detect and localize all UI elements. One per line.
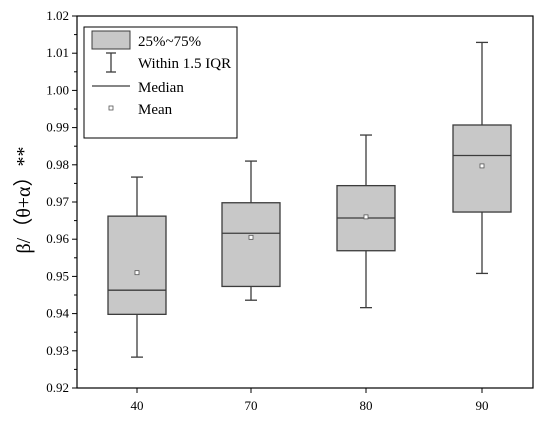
y-tick-label: 0.98 bbox=[46, 157, 69, 172]
legend-label-whisker: Within 1.5 IQR bbox=[138, 56, 231, 72]
y-tick-label: 1.02 bbox=[46, 8, 69, 23]
iqr-box bbox=[452, 124, 512, 213]
y-tick-label: 0.94 bbox=[46, 306, 69, 321]
legend-swatch-box bbox=[91, 30, 131, 50]
y-tick-label: 0.99 bbox=[46, 120, 69, 135]
mean-marker bbox=[134, 270, 140, 276]
box-80 bbox=[336, 134, 396, 309]
y-tick-label: 1.01 bbox=[46, 45, 69, 60]
x-tick-label: 40 bbox=[131, 398, 144, 413]
box-40 bbox=[107, 176, 167, 358]
box-series bbox=[107, 41, 512, 358]
mean-marker bbox=[479, 163, 485, 169]
x-tick-label: 80 bbox=[360, 398, 373, 413]
box-90 bbox=[452, 41, 512, 275]
y-tick-label: 0.96 bbox=[46, 231, 69, 246]
legend-label-median: Median bbox=[138, 80, 184, 96]
x-tick-label: 70 bbox=[245, 398, 258, 413]
iqr-box bbox=[107, 215, 167, 315]
y-tick-label: 0.92 bbox=[46, 380, 69, 395]
axes: 0.92 0.93 0.94 0.95 0.96 0.97 0.98 0.99 1.00 1.01… bbox=[46, 8, 534, 413]
iqr-box bbox=[221, 202, 281, 288]
legend-label-box: 25%~75% bbox=[138, 34, 201, 50]
x-tick-label: 90 bbox=[476, 398, 489, 413]
legend-frame bbox=[83, 26, 238, 139]
y-tick-label: 0.97 bbox=[46, 194, 69, 209]
legend-label-mean: Mean bbox=[138, 102, 173, 118]
y-tick-label: 0.93 bbox=[46, 343, 69, 358]
mean-marker bbox=[363, 214, 369, 220]
y-tick-label: 0.95 bbox=[46, 268, 69, 283]
mean-marker bbox=[248, 234, 254, 240]
y-axis-label: β/（θ+α）** bbox=[12, 146, 35, 253]
box-70 bbox=[221, 160, 281, 301]
y-tick-label: 1.00 bbox=[46, 82, 69, 97]
legend-mean-marker bbox=[108, 105, 114, 111]
legend: 25%~75% Within 1.5 IQR Median Mean bbox=[83, 26, 238, 139]
